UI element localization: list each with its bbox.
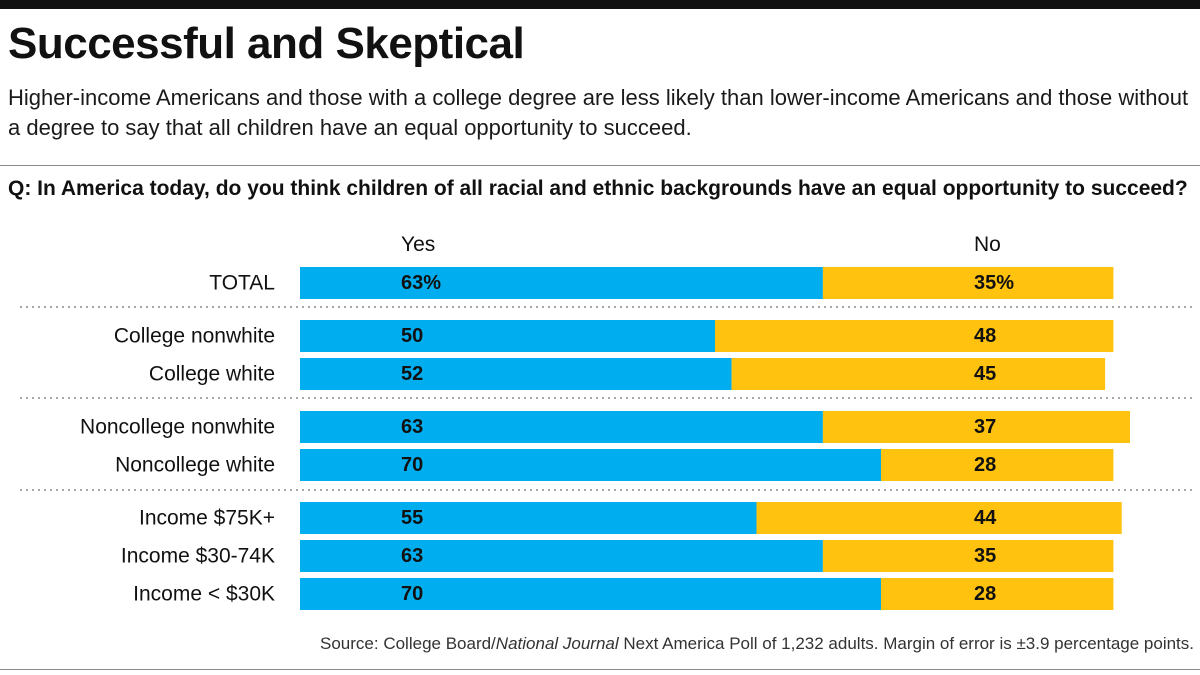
- chart-subtitle: Higher-income Americans and those with a…: [8, 85, 1189, 140]
- no-bar-college-nonwhite: [715, 320, 1114, 352]
- no-bar-noncollege-nonwhite: [822, 411, 1130, 443]
- no-value-noncollege-white: 28: [974, 454, 996, 476]
- no-value-income-30k: 28: [974, 583, 996, 605]
- yes-value-income-30k: 70: [401, 583, 423, 605]
- top-bar: [0, 0, 1200, 9]
- no-value-college-nonwhite: 48: [974, 325, 996, 347]
- yes-bar-income-30k: [300, 578, 881, 610]
- yes-value-income-75k: 55: [401, 507, 423, 529]
- no-bar-total: [822, 267, 1114, 299]
- chart-title: Successful and Skeptical: [8, 19, 525, 68]
- no-bar-income-30k: [881, 578, 1114, 610]
- yes-value-college-nonwhite: 50: [401, 325, 423, 347]
- yes-value-college-white: 52: [401, 363, 423, 385]
- yes-bar-noncollege-nonwhite: [300, 411, 823, 443]
- row-label-noncollege-nonwhite: Noncollege nonwhite: [80, 416, 275, 439]
- yes-value-income-30-74k: 63: [401, 545, 423, 567]
- yes-value-noncollege-white: 70: [401, 454, 423, 476]
- source-suffix: Next America Poll of 1,232 adults. Margi…: [618, 634, 1194, 653]
- yes-bar-noncollege-white: [300, 449, 881, 481]
- no-value-noncollege-nonwhite: 37: [974, 416, 996, 438]
- row-label-total: TOTAL: [209, 272, 275, 295]
- row-label-noncollege-white: Noncollege white: [115, 454, 275, 477]
- no-column-header: No: [974, 233, 1001, 256]
- row-label-income-30k: Income < $30K: [133, 583, 275, 606]
- no-value-college-white: 45: [974, 363, 996, 385]
- yes-bar-college-white: [300, 358, 732, 390]
- footer-divider: [0, 669, 1200, 670]
- no-bar-noncollege-white: [881, 449, 1114, 481]
- yes-bar-income-75k: [300, 502, 757, 534]
- no-bar-college-white: [731, 358, 1106, 390]
- yes-bar-college-nonwhite: [300, 320, 715, 352]
- row-label-college-nonwhite: College nonwhite: [114, 325, 275, 348]
- row-label-college-white: College white: [149, 363, 275, 386]
- no-value-income-75k: 44: [974, 507, 997, 529]
- yes-bar-total: [300, 267, 823, 299]
- row-label-income-30-74k: Income $30-74K: [121, 545, 275, 568]
- row-label-income-75k: Income $75K+: [139, 507, 275, 530]
- source-publication: National Journal: [495, 634, 619, 653]
- no-value-total: 35%: [974, 272, 1014, 294]
- yes-bar-income-30-74k: [300, 540, 823, 572]
- no-bar-income-30-74k: [822, 540, 1114, 572]
- yes-value-total: 63%: [401, 272, 441, 294]
- header-divider: [0, 165, 1200, 166]
- source-prefix: Source: College Board/: [320, 634, 496, 653]
- yes-value-noncollege-nonwhite: 63: [401, 416, 423, 438]
- source-note: Source: College Board/National Journal N…: [320, 632, 1194, 656]
- yes-column-header: Yes: [401, 233, 436, 256]
- no-bar-income-75k: [756, 502, 1122, 534]
- survey-question: Q: In America today, do you think childr…: [8, 177, 1188, 200]
- no-value-income-30-74k: 35: [974, 545, 996, 567]
